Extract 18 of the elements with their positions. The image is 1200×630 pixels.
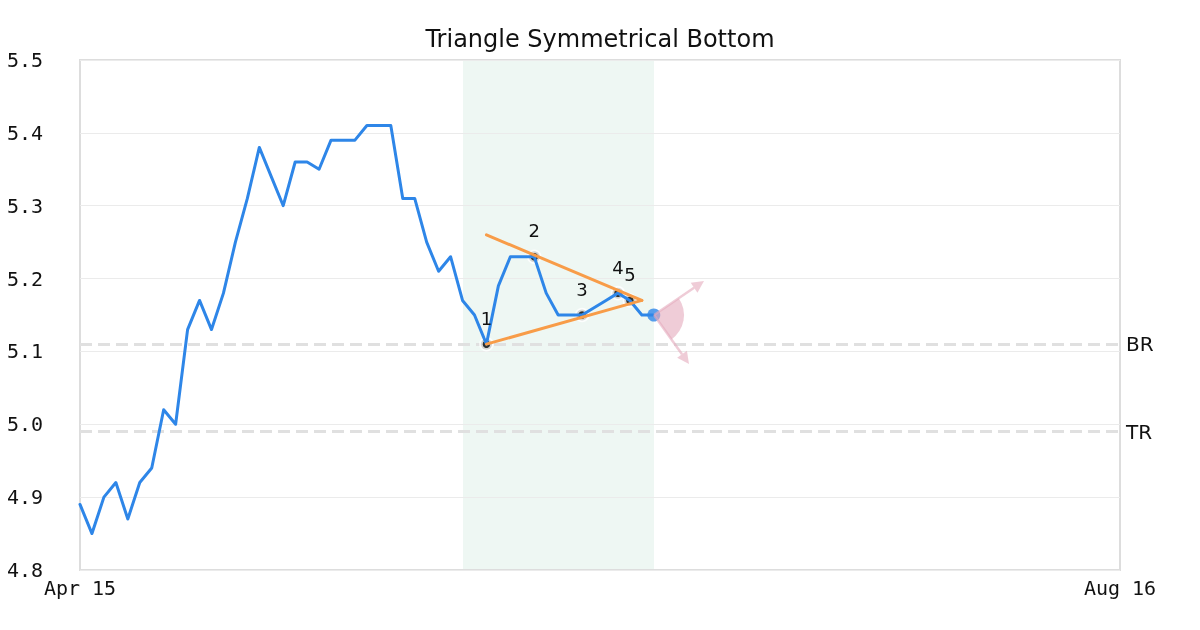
- annotation: 3: [576, 278, 588, 300]
- y-tick-label: 5.0: [6, 412, 43, 437]
- x-tick-label: Aug 16: [1083, 576, 1157, 600]
- annotation: 2: [528, 220, 540, 242]
- y-tick-label: 5.4: [6, 120, 43, 145]
- y-tick-label: 5.5: [6, 48, 43, 72]
- x-tick-label: Apr 15: [43, 576, 117, 600]
- ref-line-label: BR: [1126, 332, 1154, 357]
- ref-line-label: TR: [1125, 419, 1153, 444]
- y-tick-label: 4.8: [6, 558, 43, 582]
- y-tick-label: 5.3: [6, 193, 43, 218]
- chart-title: Triangle Symmetrical Bottom: [424, 25, 775, 53]
- y-tick-label: 5.1: [6, 339, 43, 364]
- annotation: 1: [480, 307, 493, 329]
- annotation: 5: [624, 263, 636, 285]
- y-tick-label: 4.9: [6, 485, 43, 510]
- annotation: 4: [612, 256, 624, 278]
- y-tick-label: 5.2: [6, 266, 43, 291]
